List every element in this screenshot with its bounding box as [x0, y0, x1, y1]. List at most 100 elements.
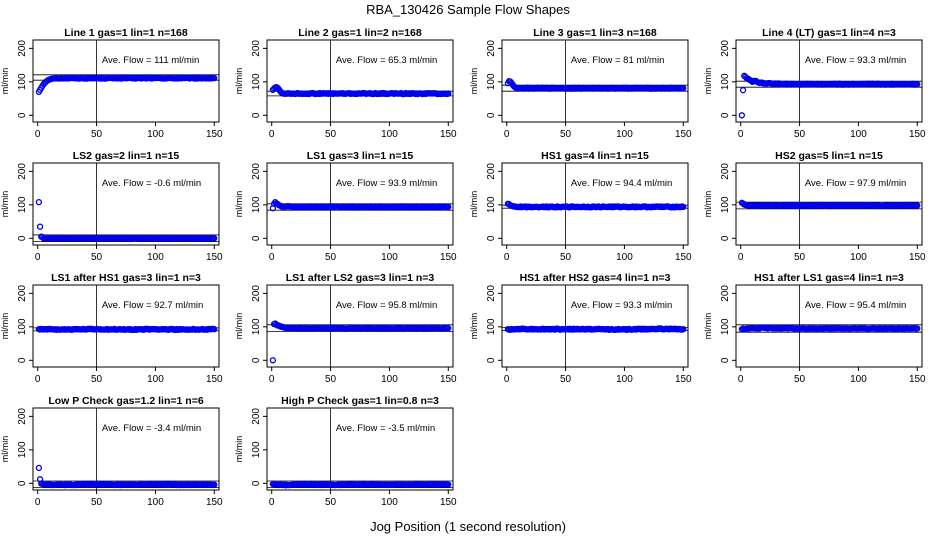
average-flow-annotation: Ave. Flow = 92.7 ml/min [102, 300, 203, 311]
average-flow-annotation: Ave. Flow = 65.3 ml/min [336, 55, 437, 66]
y-axis-label: ml/min [234, 191, 244, 218]
average-flow-annotation: Ave. Flow = 93.9 ml/min [336, 178, 437, 189]
y-tick-label: 200 [251, 40, 262, 57]
y-tick-label: 100 [486, 318, 497, 335]
panel-frame [735, 162, 923, 246]
y-axis-label: ml/min [234, 436, 244, 463]
y-tick-label: 0 [17, 112, 28, 118]
panel-title: HS1 after HS2 gas=4 lin=1 n=3 [520, 272, 671, 284]
panel-frame [32, 162, 220, 246]
x-tick-label: 0 [35, 374, 41, 385]
y-tick-label: 200 [17, 163, 28, 180]
panel-title: LS2 gas=2 lin=1 n=15 [73, 150, 180, 162]
y-tick-label: 200 [486, 285, 497, 302]
y-axis-label: ml/min [703, 68, 713, 95]
y-tick-label: 200 [17, 285, 28, 302]
x-tick-label: 50 [91, 497, 103, 508]
average-flow-annotation: Ave. Flow = -0.6 ml/min [102, 178, 201, 189]
x-tick-label: 0 [35, 129, 41, 140]
x-tick-label: 0 [269, 374, 275, 385]
y-tick-label: 0 [17, 480, 28, 486]
x-tick-label: 150 [675, 252, 692, 263]
data-point [269, 357, 277, 364]
x-tick-label: 50 [91, 374, 103, 385]
data-point [211, 75, 218, 82]
x-tick-label: 0 [738, 374, 744, 385]
y-tick-label: 0 [17, 235, 28, 241]
y-axis-label: ml/min [703, 313, 713, 340]
x-tick-label: 150 [440, 497, 457, 508]
average-flow-annotation: Ave. Flow = 93.3 ml/min [805, 55, 906, 66]
panel: LS2 gas=2 lin=1 n=15 Ave. Flow = -0.6 ml/… [0, 150, 223, 263]
x-tick-label: 150 [206, 252, 223, 263]
panel-title: Line 1 gas=1 lin=1 n=168 [64, 27, 188, 39]
average-flow-annotation: Ave. Flow = 94.4 ml/min [571, 178, 672, 189]
data-point [445, 481, 452, 488]
x-tick-label: 100 [147, 497, 164, 508]
panel-frame [501, 284, 689, 368]
x-tick-label: 50 [325, 129, 337, 140]
y-tick-label: 0 [251, 357, 262, 363]
x-tick-label: 150 [909, 129, 926, 140]
y-axis-label: ml/min [703, 191, 713, 218]
panel-title: HS2 gas=5 lin=1 n=15 [775, 150, 883, 162]
y-tick-label: 0 [720, 235, 731, 241]
y-tick-label: 100 [720, 73, 731, 90]
panel: Line 4 (LT) gas=1 lin=4 n=3 Ave. Flow = 9… [703, 27, 926, 140]
y-tick-label: 100 [486, 73, 497, 90]
x-tick-label: 0 [738, 129, 744, 140]
average-flow-annotation: Ave. Flow = 111 ml/min [102, 55, 199, 66]
panel: HS1 after HS2 gas=4 lin=1 n=3 Ave. Flow =… [469, 272, 692, 385]
x-tick-label: 150 [440, 252, 457, 263]
panel-title: Line 3 gas=1 lin=3 n=168 [533, 27, 657, 39]
panel-frame [32, 407, 220, 491]
y-tick-label: 100 [251, 73, 262, 90]
y-axis-label: ml/min [0, 313, 10, 340]
average-flow-annotation: Ave. Flow = 81 ml/min [571, 55, 665, 66]
average-flow-annotation: Ave. Flow = 97.9 ml/min [805, 178, 906, 189]
y-tick-label: 100 [720, 318, 731, 335]
data-point [211, 481, 218, 488]
panel: LS1 after LS2 gas=3 lin=1 n=3 Ave. Flow =… [234, 272, 457, 385]
x-tick-label: 100 [850, 374, 867, 385]
x-tick-label: 150 [440, 129, 457, 140]
x-tick-label: 50 [794, 374, 806, 385]
panel: Line 3 gas=1 lin=3 n=168 Ave. Flow = 81 m… [469, 27, 692, 140]
data-point [36, 223, 44, 230]
y-tick-label: 0 [720, 357, 731, 363]
y-tick-label: 200 [720, 163, 731, 180]
panel-frame [32, 284, 220, 368]
y-tick-label: 200 [720, 285, 731, 302]
panels-grid: Line 1 gas=1 lin=1 n=168 Ave. Flow = 111 … [0, 27, 926, 508]
data-point [211, 326, 218, 333]
x-tick-label: 0 [738, 252, 744, 263]
y-axis-label: ml/min [234, 313, 244, 340]
x-tick-label: 100 [381, 252, 398, 263]
y-tick-label: 0 [17, 357, 28, 363]
average-flow-annotation: Ave. Flow = 95.4 ml/min [805, 300, 906, 311]
data-point [914, 325, 921, 332]
panel: Line 2 gas=1 lin=2 n=168 Ave. Flow = 65.3… [234, 27, 457, 140]
x-tick-label: 100 [381, 374, 398, 385]
x-tick-label: 0 [269, 252, 275, 263]
panel: Low P Check gas=1.2 lin=1 n=6 Ave. Flow =… [0, 395, 223, 508]
x-tick-label: 50 [794, 129, 806, 140]
y-tick-label: 100 [251, 318, 262, 335]
panel-title: Line 2 gas=1 lin=2 n=168 [298, 27, 422, 39]
y-tick-label: 200 [251, 408, 262, 425]
average-flow-annotation: Ave. Flow = -3.5 ml/min [336, 423, 435, 434]
x-tick-label: 0 [35, 252, 41, 263]
x-tick-label: 50 [560, 129, 572, 140]
y-tick-label: 200 [486, 40, 497, 57]
panel-title: HS1 after LS1 gas=4 lin=1 n=3 [754, 272, 904, 284]
y-axis-label: ml/min [469, 68, 479, 95]
data-point [738, 112, 746, 119]
y-tick-label: 100 [17, 441, 28, 458]
x-tick-label: 50 [91, 129, 103, 140]
x-tick-label: 0 [504, 374, 510, 385]
x-tick-label: 0 [269, 129, 275, 140]
y-tick-label: 0 [251, 480, 262, 486]
panel-title: LS1 after LS2 gas=3 lin=1 n=3 [286, 272, 435, 284]
data-point [680, 85, 687, 92]
x-tick-label: 100 [616, 252, 633, 263]
